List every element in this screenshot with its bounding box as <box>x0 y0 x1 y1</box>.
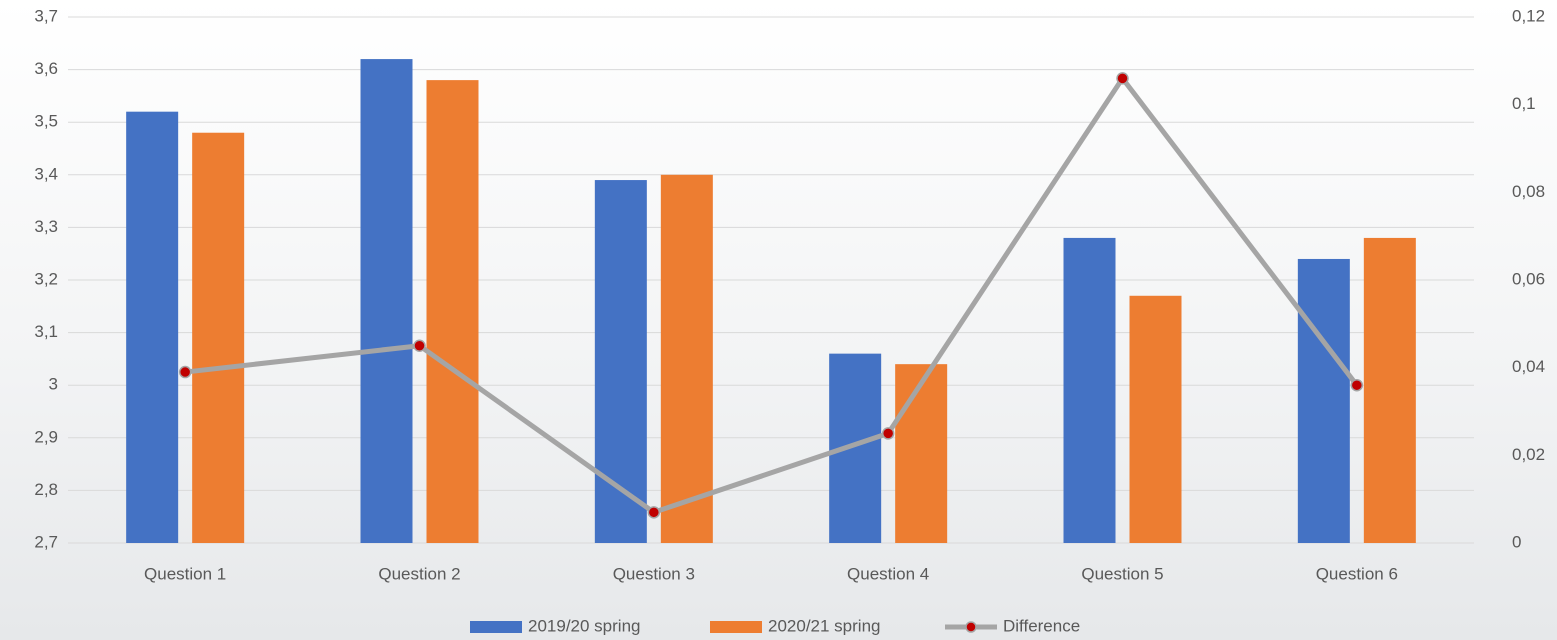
x-tick-label: Question 1 <box>144 564 226 583</box>
x-tick-label: Question 2 <box>378 564 460 583</box>
tick-label: 3,6 <box>34 59 58 78</box>
tick-label: 2,8 <box>34 480 58 499</box>
bar <box>192 132 245 543</box>
x-tick-label: Question 3 <box>613 564 695 583</box>
marker <box>1350 378 1364 392</box>
tick-label: 2,9 <box>34 427 58 446</box>
bar <box>1297 258 1350 543</box>
line <box>184 75 1359 515</box>
legend-label: 2020/21 spring <box>768 616 880 635</box>
tick-label: 3,7 <box>34 6 58 25</box>
marker <box>413 339 426 352</box>
bar <box>594 180 647 543</box>
tick-label: 2,7 <box>34 532 58 551</box>
bar <box>126 111 179 544</box>
tick-label: 3,5 <box>34 112 58 131</box>
bar <box>1129 295 1182 543</box>
legend-swatch <box>470 621 522 633</box>
tick-label: 0,02 <box>1512 445 1545 464</box>
tick-label: 0,06 <box>1512 269 1545 288</box>
marker <box>178 365 192 379</box>
tick-label: 3,3 <box>34 217 58 236</box>
legend-swatch <box>710 621 762 633</box>
tick-label: 0 <box>1512 532 1521 551</box>
marker <box>881 427 895 440</box>
x-tick-label: Question 4 <box>847 564 929 583</box>
tick-label: 0,08 <box>1512 182 1545 201</box>
tick-label: 0,1 <box>1512 94 1536 113</box>
x-tick-label: Question 6 <box>1316 564 1398 583</box>
bar <box>895 364 948 543</box>
x-tick-label: Question 5 <box>1081 564 1163 583</box>
marker <box>1116 72 1129 85</box>
legend-swatch <box>965 621 977 633</box>
tick-label: 3,2 <box>34 269 58 288</box>
bar <box>660 174 713 544</box>
tick-label: 0,04 <box>1512 357 1545 376</box>
tick-label: 0,12 <box>1512 6 1545 25</box>
legend-label: 2019/20 spring <box>528 616 640 635</box>
tick-label: 3,1 <box>34 322 58 341</box>
bar <box>360 59 413 543</box>
marker <box>647 506 661 519</box>
bar <box>1363 237 1416 544</box>
tick-label: 3,4 <box>34 164 58 183</box>
tick-label: 3 <box>49 375 58 394</box>
bar <box>426 80 479 544</box>
legend-label: Difference <box>1003 616 1080 635</box>
bar <box>1063 237 1116 544</box>
